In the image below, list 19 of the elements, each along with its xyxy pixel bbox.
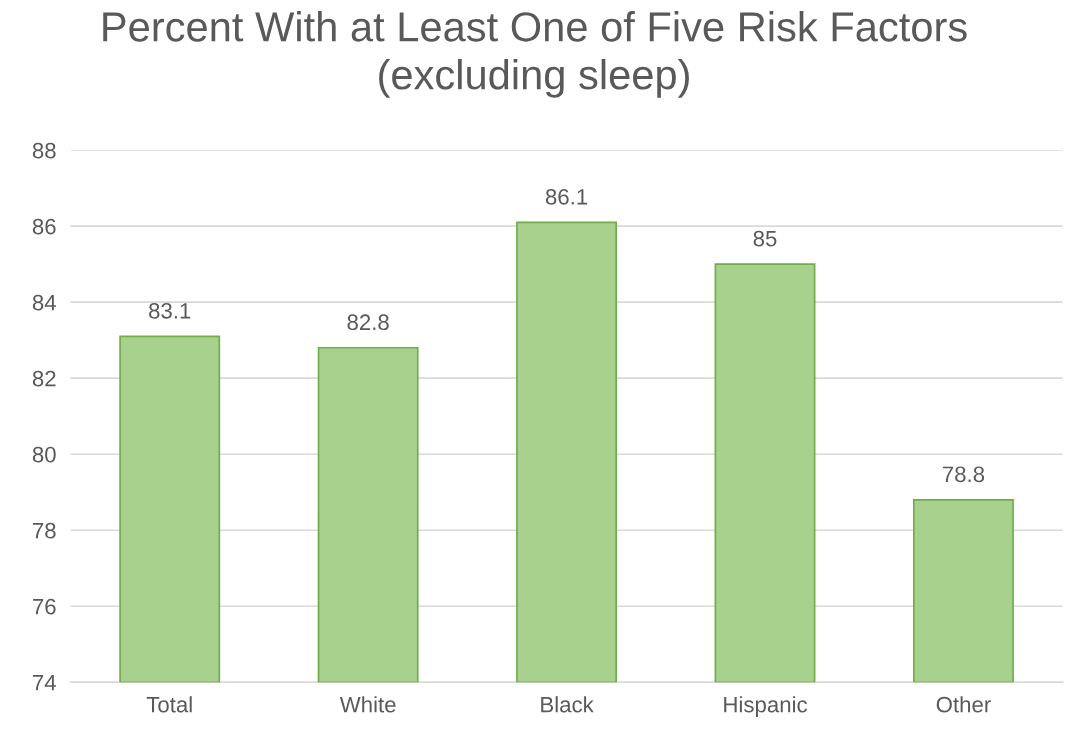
chart-title: Percent With at Least One of Five Risk Factors (excluding sleep) [103, 11, 967, 98]
y-tick-label: 82 [32, 370, 56, 387]
data-label: 78.8 [942, 466, 985, 483]
y-tick-label: 76 [33, 598, 56, 615]
y-tick-label: 84 [32, 294, 56, 311]
data-label: 86.1 [545, 188, 588, 205]
data-label: 83.1 [149, 302, 191, 319]
y-tick-label: 88 [32, 142, 56, 159]
x-tick-label: Black [541, 696, 594, 713]
x-tick-label: White [339, 696, 396, 713]
y-tick-label: 80 [32, 446, 56, 463]
y-tick-label: 78 [33, 522, 56, 539]
data-label: 82.8 [347, 314, 389, 331]
y-tick-label: 74 [33, 675, 56, 691]
y-tick-label: 86 [32, 218, 56, 235]
x-tick-label: Other [936, 696, 991, 713]
x-tick-label: Total [146, 696, 192, 713]
x-tick-label: Hispanic [724, 696, 808, 717]
data-label: 85 [753, 230, 777, 247]
